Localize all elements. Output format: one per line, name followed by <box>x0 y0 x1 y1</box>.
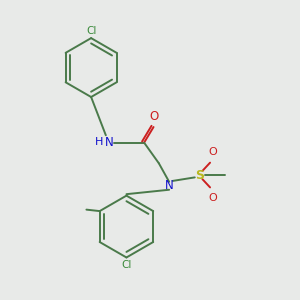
Text: N: N <box>105 136 114 148</box>
Text: O: O <box>208 147 217 158</box>
Text: S: S <box>196 169 205 182</box>
Text: Cl: Cl <box>86 26 96 36</box>
Text: N: N <box>165 179 173 192</box>
Text: Cl: Cl <box>121 260 132 270</box>
Text: O: O <box>208 193 217 203</box>
Text: O: O <box>149 110 158 124</box>
Text: H: H <box>95 137 103 147</box>
